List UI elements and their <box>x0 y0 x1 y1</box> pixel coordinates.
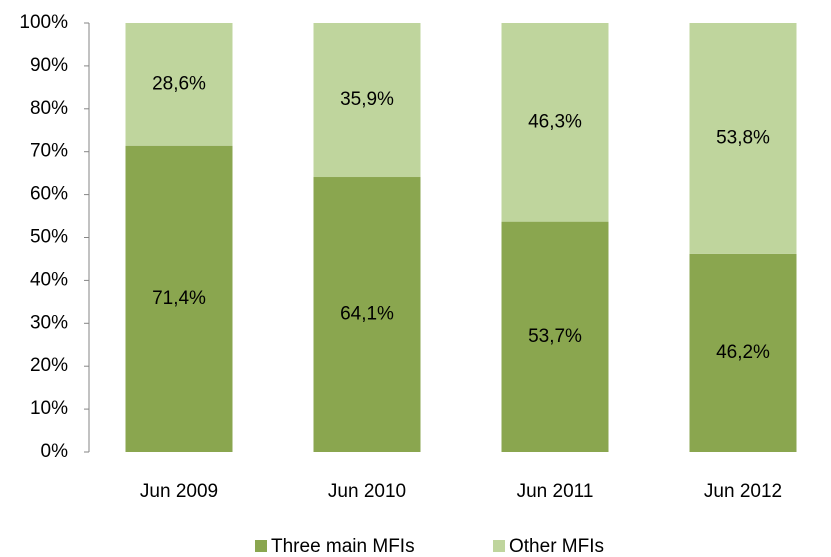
data-label: 71,4% <box>152 288 206 309</box>
legend-swatch <box>493 540 505 552</box>
y-tick-label: 10% <box>30 398 68 419</box>
y-tick-label: 30% <box>30 312 68 333</box>
bar-segment <box>501 23 609 222</box>
y-tick-label: 70% <box>30 141 68 162</box>
y-tick-label: 90% <box>30 55 68 76</box>
x-tick-label: Jun 2010 <box>328 481 406 502</box>
bar-segment <box>125 23 233 146</box>
bar-segment <box>125 145 233 452</box>
bar-segment <box>313 177 421 453</box>
y-tick-label: 60% <box>30 184 68 205</box>
x-tick-label: Jun 2012 <box>704 481 782 502</box>
data-label: 46,2% <box>716 342 770 363</box>
bar-segment <box>313 23 421 178</box>
x-tick-label: Jun 2011 <box>517 481 594 502</box>
bar-segment <box>689 253 797 452</box>
data-label: 53,8% <box>716 127 770 148</box>
y-tick-label: 80% <box>30 98 68 119</box>
y-tick-label: 100% <box>19 12 68 33</box>
y-tick-label: 50% <box>30 227 68 248</box>
legend-label: Other MFIs <box>509 536 604 557</box>
x-tick-label: Jun 2009 <box>140 481 218 502</box>
data-label: 28,6% <box>152 73 206 94</box>
y-tick-label: 40% <box>30 269 68 290</box>
legend-label: Three main MFIs <box>271 536 415 557</box>
bar-segment <box>689 23 797 254</box>
bar-segment <box>501 221 609 452</box>
data-label: 46,3% <box>528 111 582 132</box>
data-label: 35,9% <box>340 89 394 110</box>
y-tick-label: 0% <box>41 441 69 462</box>
data-label: 64,1% <box>340 304 394 325</box>
y-tick-label: 20% <box>30 355 68 376</box>
data-label: 53,7% <box>528 326 582 347</box>
legend-swatch <box>255 540 267 552</box>
